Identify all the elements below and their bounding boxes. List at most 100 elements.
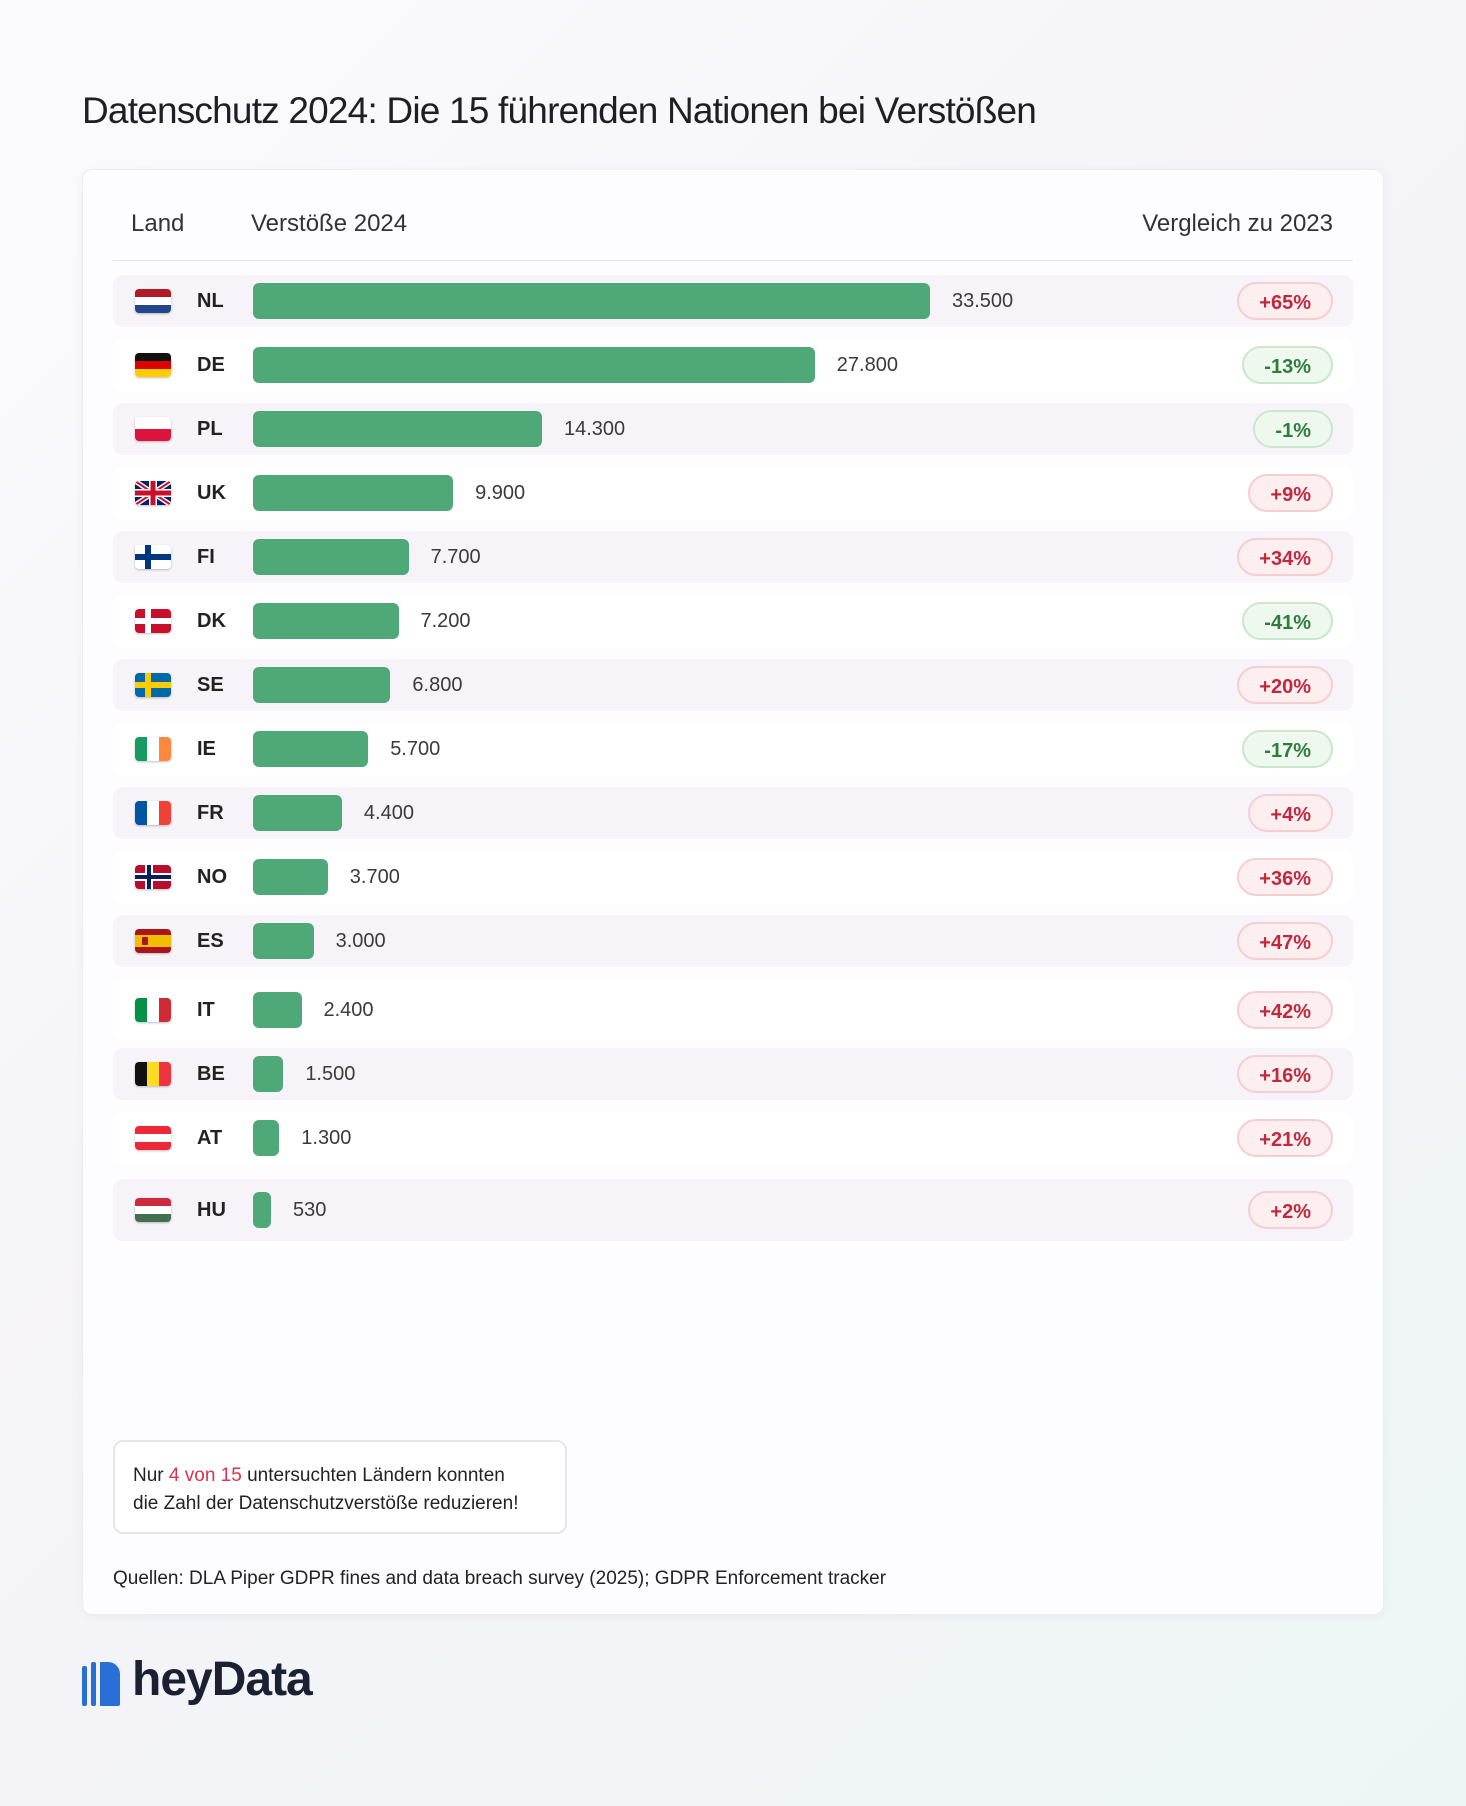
flag-hu-icon <box>135 1198 171 1222</box>
change-badge: +4% <box>1248 794 1333 832</box>
flag-es-icon <box>135 929 171 953</box>
bar <box>253 992 302 1028</box>
country-code: NL <box>197 290 224 312</box>
header-value: Verstöße 2024 <box>251 210 408 237</box>
country-code: IE <box>197 738 216 760</box>
bar <box>253 795 342 831</box>
country-code: IT <box>197 999 215 1021</box>
bar-row: BE 1.500 +16% <box>113 1048 1353 1100</box>
change-badge: -1% <box>1253 410 1333 448</box>
flag-nl-icon <box>135 289 171 313</box>
bar <box>253 667 391 703</box>
country-code: FR <box>197 802 224 824</box>
flag-no-icon <box>135 865 171 889</box>
bar-value-label: 2.400 <box>323 999 374 1021</box>
flag-dk-icon <box>135 609 171 633</box>
bar-rows: NL 33.500 +65% DE 27.800 -13% PL 14.300 -1% UK 9.9… <box>113 170 1353 1470</box>
change-badge: +21% <box>1237 1119 1333 1157</box>
bar-value-label: 7.700 <box>430 546 481 568</box>
change-badge: +9% <box>1248 474 1333 512</box>
chart-card: Land Verstöße 2024 Vergleich zu 2023 NL 3… <box>82 169 1384 1615</box>
bar-value-label: 6.800 <box>412 674 463 696</box>
country-code: AT <box>197 1127 223 1149</box>
flag-uk-icon <box>135 481 171 505</box>
note-prefix: Nur <box>133 1465 169 1486</box>
bar-row: IE 5.700 -17% <box>113 723 1353 775</box>
change-badge: +20% <box>1237 666 1333 704</box>
bar-value-label: 3.000 <box>335 930 386 952</box>
flag-se-icon <box>135 673 171 697</box>
flag-fr-icon <box>135 801 171 825</box>
header-divider <box>113 260 1353 261</box>
bar-row: UK 9.900 +9% <box>113 467 1353 519</box>
bar-row: NL 33.500 +65% <box>113 275 1353 327</box>
change-badge: -13% <box>1242 346 1333 384</box>
bar-value-label: 33.500 <box>952 290 1014 312</box>
bar <box>253 603 399 639</box>
bar-value-label: 7.200 <box>420 610 471 632</box>
header-change: Vergleich zu 2023 <box>1142 210 1333 237</box>
bar <box>253 475 454 511</box>
change-badge: +36% <box>1237 858 1333 896</box>
flag-de-icon <box>135 353 171 377</box>
country-code: BE <box>197 1063 225 1085</box>
bar-row: IT 2.400 +42% <box>113 980 1353 1040</box>
country-code: SE <box>197 674 224 696</box>
bar <box>253 1120 280 1156</box>
country-code: PL <box>197 418 223 440</box>
bar-row: FI 7.700 +34% <box>113 531 1353 583</box>
bar <box>253 859 328 895</box>
page-title: Datenschutz 2024: Die 15 führenden Natio… <box>82 90 1037 131</box>
bar <box>253 539 409 575</box>
country-code: ES <box>197 930 224 952</box>
flag-it-icon <box>135 998 171 1022</box>
table-header: Land Verstöße 2024 Vergleich zu 2023 <box>113 210 1353 270</box>
change-badge: +2% <box>1248 1191 1333 1229</box>
change-badge: -41% <box>1242 602 1333 640</box>
country-code: DE <box>197 354 225 376</box>
info-note: Nur 4 von 15 untersuchten Ländern konnte… <box>113 1440 567 1534</box>
bar-value-label: 9.900 <box>475 482 526 504</box>
bar-row: AT 1.300 +21% <box>113 1112 1353 1164</box>
flag-ie-icon <box>135 737 171 761</box>
bar-value-label: 27.800 <box>836 354 898 376</box>
change-badge: +65% <box>1237 282 1333 320</box>
bar-value-label: 5.700 <box>390 738 441 760</box>
bar <box>253 347 815 383</box>
change-badge: +42% <box>1237 991 1333 1029</box>
note-line2: die Zahl der Datenschutzverstöße reduzie… <box>133 1493 519 1514</box>
bar <box>253 283 930 319</box>
country-code: DK <box>197 610 226 632</box>
bar-value-label: 530 <box>293 1199 327 1221</box>
logo-text: heyData <box>132 1653 313 1706</box>
country-code: FI <box>197 546 215 568</box>
flag-fi-icon <box>135 545 171 569</box>
bar-value-label: 1.500 <box>305 1063 356 1085</box>
bar-value-label: 4.400 <box>363 802 414 824</box>
country-code: UK <box>197 482 226 504</box>
bar <box>253 923 314 959</box>
bar-value-label: 3.700 <box>349 866 400 888</box>
bar-value-label: 14.300 <box>563 418 626 440</box>
bar-row: NO 3.700 +36% <box>113 851 1353 903</box>
header-land: Land <box>131 210 185 237</box>
bar <box>253 411 542 447</box>
heydata-logo-icon <box>82 1662 120 1706</box>
bar-row: DK 7.200 -41% <box>113 595 1353 647</box>
bar-row: ES 3.000 +47% <box>113 915 1353 967</box>
country-code: NO <box>197 866 227 888</box>
change-badge: +16% <box>1237 1055 1333 1093</box>
bar-row: FR 4.400 +4% <box>113 787 1353 839</box>
country-code: HU <box>197 1199 226 1221</box>
bar-row: PL 14.300 -1% <box>113 403 1353 455</box>
bar <box>253 1056 284 1092</box>
note-highlight: 4 von 15 <box>168 1465 242 1486</box>
bar-row: SE 6.800 +20% <box>113 659 1353 711</box>
change-badge: +47% <box>1237 922 1333 960</box>
note-suffix: untersuchten Ländern konnten <box>241 1465 505 1486</box>
flag-at-icon <box>135 1126 171 1150</box>
flag-pl-icon <box>135 417 171 441</box>
bar-value-label: 1.300 <box>301 1127 352 1149</box>
bar <box>253 731 369 767</box>
bar <box>253 1192 271 1228</box>
